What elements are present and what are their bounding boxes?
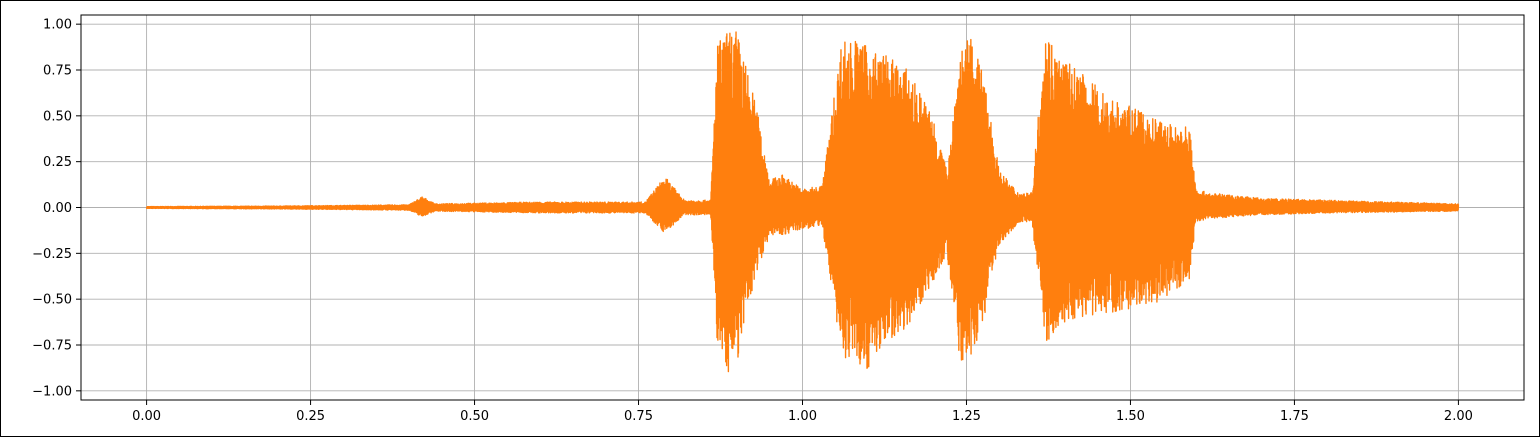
x-tick-label: 0.25 <box>296 409 325 424</box>
plot-area <box>145 31 1460 373</box>
x-tick-label: 0.75 <box>624 409 653 424</box>
y-axis: −1.00 −0.75 −0.50 −0.25 0.00 0.25 0.50 0.75 1.00 <box>32 18 81 399</box>
y-tick-label: −0.50 <box>32 293 72 308</box>
y-tick-label: −0.25 <box>32 247 72 262</box>
y-tick-label: 0.75 <box>43 64 72 79</box>
x-tick-label: 1.00 <box>788 409 817 424</box>
x-axis: 0.00 0.25 0.50 0.75 1.00 1.25 1.50 1.75 2.00 <box>132 400 1473 424</box>
x-tick-label: 2.00 <box>1444 409 1473 424</box>
x-tick-label: 1.25 <box>952 409 981 424</box>
y-tick-label: 0.00 <box>43 201 72 216</box>
y-tick-label: 1.00 <box>43 18 72 33</box>
x-tick-label: 0.50 <box>460 409 489 424</box>
x-tick-label: 0.00 <box>132 409 161 424</box>
x-tick-label: 1.75 <box>1280 409 1309 424</box>
y-tick-label: 0.25 <box>43 155 72 170</box>
y-tick-label: −1.00 <box>32 384 72 399</box>
x-tick-label: 1.50 <box>1116 409 1145 424</box>
y-tick-label: −0.75 <box>32 339 72 354</box>
waveform-series-line <box>145 31 1460 373</box>
y-tick-label: 0.50 <box>43 109 72 124</box>
